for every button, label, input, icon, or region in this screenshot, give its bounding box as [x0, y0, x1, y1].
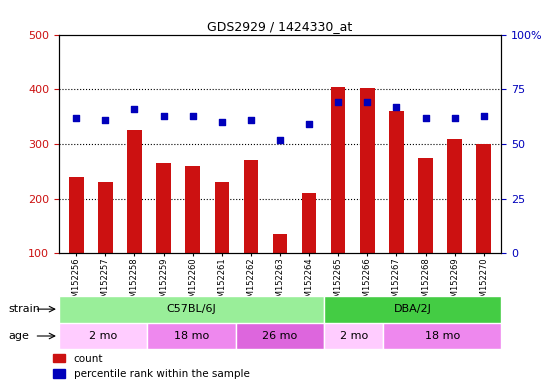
Point — [392, 104, 401, 110]
Bar — [360, 88, 375, 253]
Bar — [59, 296, 324, 323]
Point — [72, 115, 81, 121]
Bar — [69, 177, 83, 253]
Bar — [383, 323, 501, 349]
Bar — [447, 139, 462, 253]
Text: strain: strain — [8, 304, 40, 314]
Bar — [127, 130, 142, 253]
Bar — [302, 193, 316, 253]
Point — [421, 115, 430, 121]
Point — [246, 117, 255, 123]
Text: DBA/2J: DBA/2J — [394, 304, 432, 314]
Bar — [418, 158, 433, 253]
Point — [159, 113, 168, 119]
Bar — [98, 182, 113, 253]
Text: 18 mo: 18 mo — [424, 331, 460, 341]
Point — [305, 121, 314, 127]
Title: GDS2929 / 1424330_at: GDS2929 / 1424330_at — [207, 20, 353, 33]
Bar — [324, 323, 383, 349]
Bar — [324, 296, 501, 323]
Bar — [389, 111, 404, 253]
Bar — [185, 166, 200, 253]
Bar — [331, 86, 346, 253]
Point — [217, 119, 226, 125]
Text: C57BL/6J: C57BL/6J — [167, 304, 216, 314]
Bar — [273, 234, 287, 253]
Bar — [214, 182, 229, 253]
Text: 2 mo: 2 mo — [339, 331, 368, 341]
Point — [363, 99, 372, 106]
Bar — [244, 161, 258, 253]
Text: 18 mo: 18 mo — [174, 331, 209, 341]
Bar — [236, 323, 324, 349]
Text: 2 mo: 2 mo — [89, 331, 117, 341]
Bar — [59, 323, 147, 349]
Bar — [147, 323, 236, 349]
Point — [479, 113, 488, 119]
Bar — [156, 163, 171, 253]
Point — [188, 113, 197, 119]
Bar — [477, 144, 491, 253]
Point — [101, 117, 110, 123]
Point — [450, 115, 459, 121]
Text: 26 mo: 26 mo — [263, 331, 297, 341]
Legend: count, percentile rank within the sample: count, percentile rank within the sample — [53, 354, 250, 379]
Point — [334, 99, 343, 106]
Point — [130, 106, 139, 112]
Point — [276, 137, 284, 143]
Text: age: age — [8, 331, 29, 341]
